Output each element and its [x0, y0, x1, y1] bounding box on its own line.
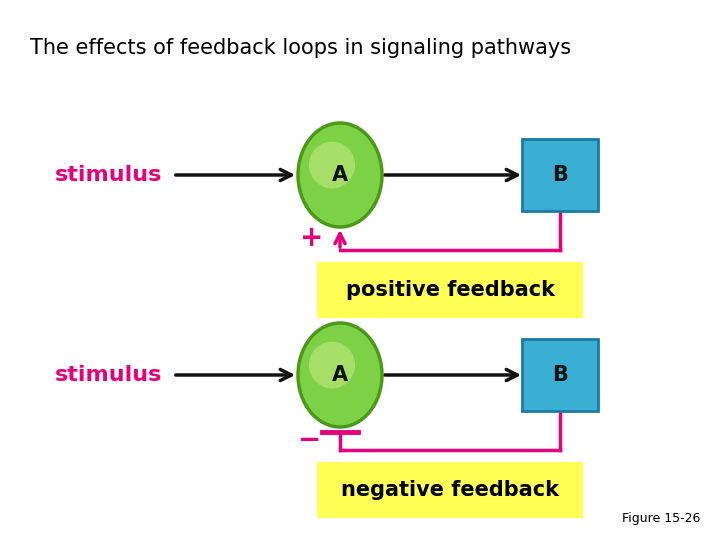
Text: stimulus: stimulus: [55, 365, 163, 385]
Text: A: A: [332, 165, 348, 185]
Text: negative feedback: negative feedback: [341, 480, 559, 500]
FancyBboxPatch shape: [522, 139, 598, 211]
Ellipse shape: [298, 123, 382, 227]
FancyBboxPatch shape: [522, 339, 598, 411]
Text: A: A: [332, 365, 348, 385]
Ellipse shape: [309, 141, 355, 188]
Text: The effects of feedback loops in signaling pathways: The effects of feedback loops in signali…: [30, 38, 571, 58]
Text: positive feedback: positive feedback: [346, 280, 554, 300]
Ellipse shape: [309, 342, 355, 388]
Text: B: B: [552, 165, 568, 185]
Text: Figure 15-26: Figure 15-26: [621, 512, 700, 525]
Text: B: B: [552, 365, 568, 385]
FancyBboxPatch shape: [317, 262, 583, 318]
Text: +: +: [300, 225, 324, 253]
Ellipse shape: [298, 323, 382, 427]
Text: −: −: [298, 426, 322, 454]
Text: stimulus: stimulus: [55, 165, 163, 185]
FancyBboxPatch shape: [317, 462, 583, 518]
